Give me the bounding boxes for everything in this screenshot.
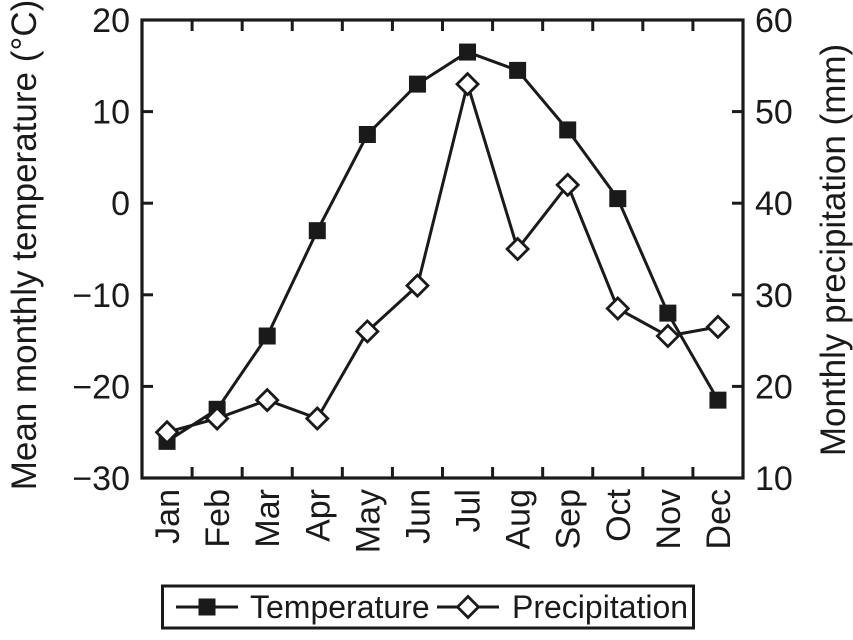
x-axis-month-label: Dec xyxy=(700,489,738,549)
left-axis-tick-label: 10 xyxy=(92,94,130,132)
precipitation-point xyxy=(254,387,280,413)
right-axis-tick-label: 30 xyxy=(755,277,793,315)
x-axis-month-label: Sep xyxy=(550,489,588,550)
temperature-point xyxy=(408,75,426,93)
right-axis-title: Monthly precipitation (mm) xyxy=(814,44,853,456)
precipitation-point xyxy=(304,405,330,431)
precipitation-line xyxy=(166,78,719,434)
right-axis-tick-label: 40 xyxy=(755,185,793,223)
legend-precipitation-marker-icon xyxy=(455,594,481,620)
left-axis-tick-label: −20 xyxy=(72,368,130,406)
legend-precipitation-label: Precipitation xyxy=(512,589,688,625)
precipitation-point xyxy=(555,172,581,198)
left-axis-tick-label: 0 xyxy=(111,185,130,223)
legend: Temperature Precipitation xyxy=(161,584,695,630)
precipitation-point xyxy=(605,296,631,322)
x-axis-month-label: Jul xyxy=(450,489,488,532)
precipitation-point xyxy=(404,273,430,299)
x-axis-month-label: Mar xyxy=(249,489,287,548)
x-axis-month-label: Apr xyxy=(299,489,337,542)
temperature-point xyxy=(308,222,326,240)
x-axis-month-label: May xyxy=(349,489,387,553)
precipitation-point xyxy=(705,314,731,340)
right-axis-tick-label: 10 xyxy=(755,460,793,498)
precipitation-point xyxy=(204,405,230,431)
temperature-point xyxy=(709,391,727,409)
plot-frame xyxy=(140,18,745,480)
x-axis-month-label: Feb xyxy=(199,489,237,548)
temperature-line xyxy=(166,50,720,443)
precipitation-point xyxy=(505,236,531,262)
right-axis-tick-label: 50 xyxy=(755,94,793,132)
x-axis-month-label: Nov xyxy=(650,489,688,549)
temperature-point xyxy=(559,121,577,139)
precipitation-point xyxy=(655,323,681,349)
temperature-point xyxy=(459,43,477,61)
left-axis-tick-label: −30 xyxy=(72,460,130,498)
x-axis-month-label: Jan xyxy=(149,489,187,544)
precipitation-point xyxy=(154,419,180,445)
precipitation-point xyxy=(455,71,481,97)
legend-temperature-marker-icon xyxy=(198,598,216,616)
right-axis-tick-label: 60 xyxy=(755,2,793,40)
x-axis-month-label: Oct xyxy=(600,488,638,541)
legend-temperature-label: Temperature xyxy=(250,589,430,625)
temperature-point xyxy=(659,304,677,322)
x-axis-month-label: Jun xyxy=(399,489,437,544)
legend-box xyxy=(161,584,695,630)
temperature-point xyxy=(358,126,376,143)
right-axis-tick-label: 20 xyxy=(755,368,793,406)
left-axis-tick-label: 20 xyxy=(92,2,130,40)
temperature-point xyxy=(258,327,276,345)
precipitation-point xyxy=(354,318,380,344)
x-axis-month-label: Aug xyxy=(500,489,538,550)
left-axis-tick-label: −10 xyxy=(72,277,130,315)
temperature-point xyxy=(609,190,627,208)
temperature-point xyxy=(509,61,527,79)
left-axis-title: Mean monthly temperature (°C) xyxy=(5,0,44,490)
